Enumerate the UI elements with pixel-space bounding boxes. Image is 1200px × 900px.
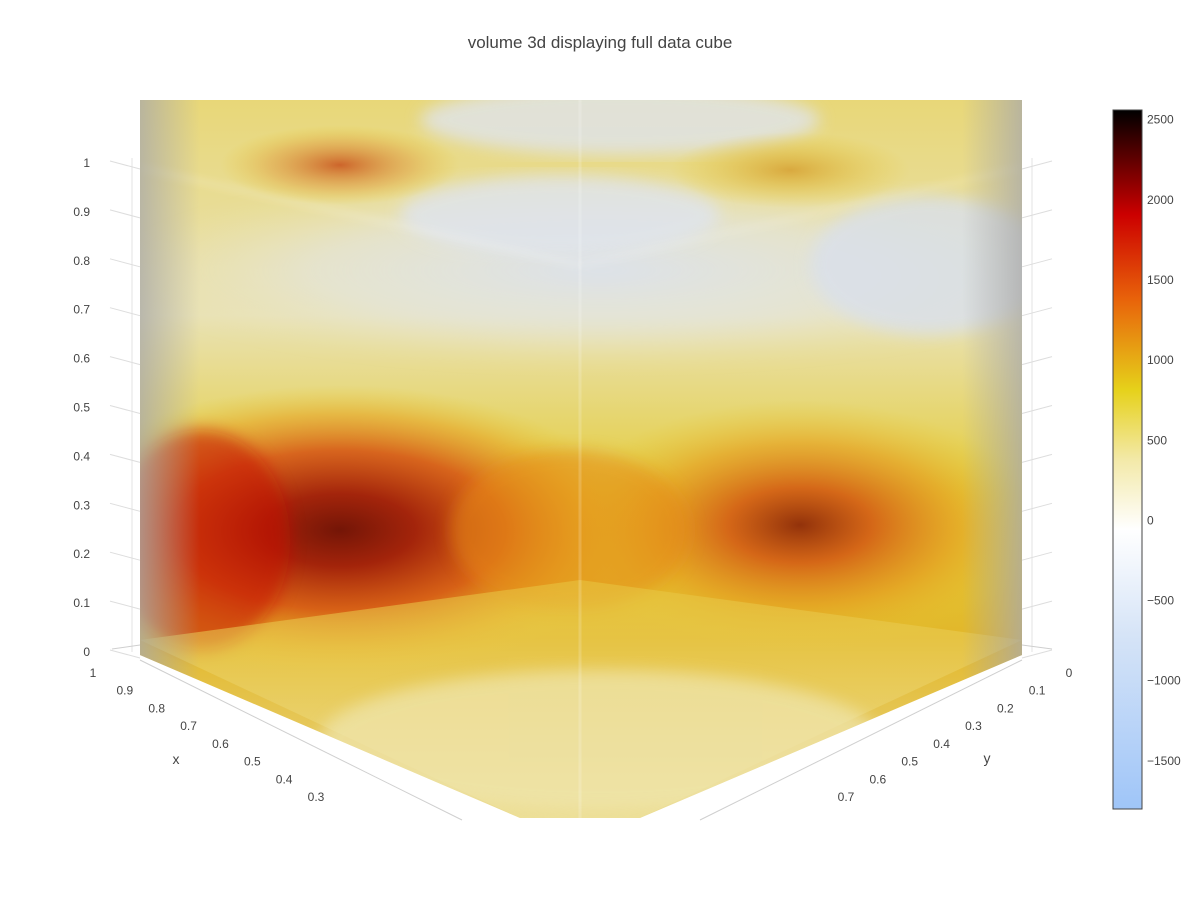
floor-axes (111, 644, 1053, 821)
x-axis-tick-labels: 1 0.9 0.8 0.7 0.6 0.5 0.4 0.3 (90, 666, 325, 804)
colorbar-tick-label: 2500 (1147, 113, 1174, 127)
z-tick-label: 0.9 (73, 205, 90, 219)
colorbar-tick-label: 0 (1147, 513, 1154, 527)
y-axis-tick-labels: 0 0.1 0.2 0.3 0.4 0.5 0.6 0.7 (838, 666, 1073, 804)
y-tick-label: 0.1 (1029, 684, 1046, 698)
y-tick-label: 0.5 (901, 755, 918, 769)
colorbar-tick-label: −1500 (1147, 754, 1181, 768)
z-tick-line (109, 600, 141, 610)
z-tick-line (109, 307, 141, 317)
x-tick-label: 0.5 (244, 755, 261, 769)
volume-cube[interactable] (40, 85, 1080, 818)
colorbar-gradient (1112, 109, 1143, 810)
z-tick-line-right (1021, 551, 1053, 561)
colorbar-tick-label: 1500 (1147, 273, 1174, 287)
z-tick-line (109, 649, 141, 659)
z-axis-right-tick-lines (1021, 160, 1053, 659)
z-tick-line-right (1021, 307, 1053, 317)
back-gridlines (131, 158, 1033, 652)
colorbar-tick-label: 2000 (1147, 193, 1174, 207)
z-axis-tick-labels: 0 0.1 0.2 0.3 0.4 0.5 0.6 0.7 0.8 0.9 1 (73, 156, 90, 659)
x-tick-label: 0.3 (308, 790, 325, 804)
x-tick-label: 0.9 (117, 684, 134, 698)
colorbar-tick-label: 1000 (1147, 353, 1174, 367)
z-tick-line (109, 453, 141, 463)
colorbar-tick-label: −1000 (1147, 674, 1181, 688)
z-axis-tick-lines (109, 160, 141, 659)
chart-title: volume 3d displaying full data cube (467, 33, 733, 52)
z-tick-line-right (1021, 258, 1053, 268)
z-tick-label: 0 (83, 645, 90, 659)
y-tick-label: 0.4 (933, 737, 950, 751)
z-tick-label: 0.6 (73, 352, 90, 366)
z-tick-label: 0.7 (73, 303, 90, 317)
y-tick-label: 0 (1066, 666, 1073, 680)
z-tick-line (109, 405, 141, 414)
z-tick-line (109, 502, 141, 512)
z-tick-label: 0.3 (73, 498, 90, 512)
z-tick-line (109, 160, 141, 170)
y-axis-title: y (984, 750, 991, 766)
z-tick-label: 0.8 (73, 254, 90, 268)
z-tick-line-right (1021, 453, 1053, 463)
z-tick-line-right (1021, 160, 1053, 170)
y-axis: 0 0.1 0.2 0.3 0.4 0.5 0.6 0.7 y (838, 666, 1073, 804)
z-tick-label: 0.1 (73, 596, 90, 610)
z-tick-line-right (1021, 600, 1053, 610)
y-tick-label: 0.2 (997, 701, 1014, 715)
z-tick-label: 0.4 (73, 449, 90, 463)
x-tick-label: 0.6 (212, 737, 229, 751)
colorbar[interactable]: 2500 2000 1500 1000 500 0 −500 −1000 −1500 (1112, 109, 1181, 810)
x-tick-label: 1 (90, 666, 97, 680)
y-tick-label: 0.3 (965, 719, 982, 733)
x-tick-label: 0.8 (148, 701, 165, 715)
z-tick-line-right (1021, 209, 1053, 219)
x-tick-label: 0.4 (276, 772, 293, 786)
colorbar-tick-label: 500 (1147, 433, 1167, 447)
z-tick-label: 1 (83, 156, 90, 170)
z-tick-line (109, 356, 141, 366)
colorbar-tick-labels: 2500 2000 1500 1000 500 0 −500 −1000 −1500 (1147, 113, 1181, 768)
z-tick-line-right (1021, 405, 1053, 414)
x-axis-title: x (173, 751, 180, 767)
x-tick-label: 0.7 (180, 719, 197, 733)
z-tick-label: 0.5 (73, 401, 90, 415)
z-axis: 0 0.1 0.2 0.3 0.4 0.5 0.6 0.7 0.8 0.9 1 (73, 156, 1053, 659)
x-axis: 1 0.9 0.8 0.7 0.6 0.5 0.4 0.3 x (90, 666, 325, 804)
z-tick-line (109, 258, 141, 268)
z-tick-line-right (1021, 502, 1053, 512)
y-tick-label: 0.6 (870, 772, 887, 786)
z-tick-label: 0.2 (73, 547, 90, 561)
z-tick-line (109, 209, 141, 219)
y-tick-label: 0.7 (838, 790, 855, 804)
colorbar-tick-label: −500 (1147, 594, 1174, 608)
z-tick-line-right (1021, 649, 1053, 659)
z-tick-line (109, 551, 141, 561)
z-tick-line-right (1021, 356, 1053, 366)
